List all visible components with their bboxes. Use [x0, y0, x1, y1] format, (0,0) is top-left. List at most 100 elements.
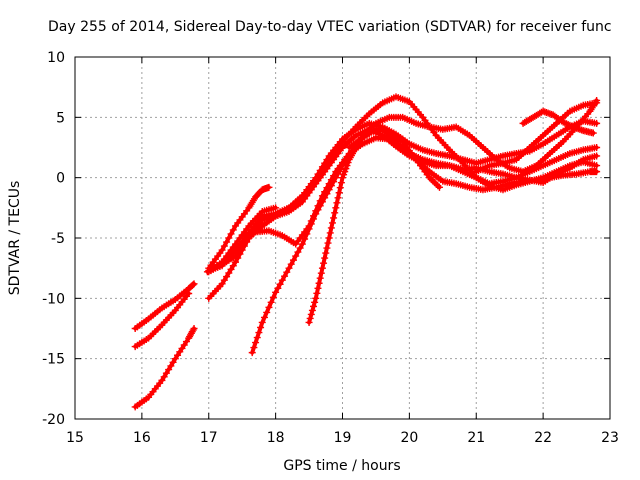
data-point [320, 259, 328, 267]
data-point [169, 358, 177, 366]
data-point [229, 262, 237, 270]
data-point [313, 289, 321, 297]
y-tick-label: -20 [42, 412, 65, 428]
data-point [330, 178, 338, 186]
grid-lines [75, 57, 610, 419]
data-point [321, 194, 329, 202]
data-point [325, 186, 333, 194]
data-point [318, 264, 326, 272]
data-point [274, 284, 282, 292]
data-point [225, 269, 233, 277]
data-point [316, 274, 324, 282]
data-point [283, 268, 291, 276]
data-point [227, 230, 235, 238]
series-track-10 [248, 125, 601, 357]
y-axis-label: SDTVAR / TECUs [7, 181, 23, 296]
series-band [206, 94, 599, 301]
data-point [250, 344, 258, 352]
data-point [238, 246, 246, 254]
data-point [312, 174, 320, 182]
data-point [314, 206, 322, 214]
data-point [328, 219, 336, 227]
data-point [327, 224, 335, 232]
data-point [322, 249, 330, 257]
data-point [336, 166, 344, 174]
data-point [321, 254, 329, 262]
data-point [323, 156, 331, 164]
series-track-3 [131, 325, 198, 411]
axes: 15 16 17 18 19 20 21 22 23 -20 -15 -10 -5 0 5 10 [42, 50, 619, 446]
y-tick-label: -5 [51, 231, 65, 247]
y-tick-label: -10 [42, 291, 65, 307]
data-point [589, 129, 597, 137]
x-tick-label: 18 [267, 430, 285, 446]
data-point [158, 376, 166, 384]
data-point [310, 302, 318, 310]
data-point [334, 194, 342, 202]
data-point [272, 204, 280, 212]
data-point [278, 276, 286, 284]
x-tick-label: 23 [601, 430, 619, 446]
y-tick-label: -15 [42, 352, 65, 368]
data-point [303, 230, 311, 238]
data-point [240, 242, 248, 250]
data-point [324, 239, 332, 247]
data-point [189, 281, 197, 289]
data-point [335, 189, 343, 197]
data-point [190, 325, 198, 332]
data-point [333, 199, 341, 207]
data-point [593, 119, 601, 127]
data-point [318, 198, 326, 206]
x-tick-label: 20 [400, 430, 418, 446]
x-axis-label: GPS time / hours [283, 458, 400, 474]
data-point [307, 220, 315, 228]
data-point [272, 288, 280, 296]
series-track-1 [131, 280, 198, 332]
data-point [593, 144, 601, 151]
data-point [225, 234, 233, 242]
data-point [218, 246, 226, 254]
data-point [326, 229, 334, 237]
data-point [265, 303, 273, 311]
series-track-9 [238, 134, 601, 248]
x-tick-label: 21 [467, 430, 485, 446]
y-tick-label: 5 [56, 110, 65, 126]
x-tick-label: 15 [66, 430, 84, 446]
y-tick-label: 10 [47, 50, 65, 66]
data-point [292, 252, 300, 260]
data-point [253, 334, 261, 342]
data-point [255, 329, 263, 337]
data-point [276, 280, 284, 288]
data-point [593, 152, 601, 160]
data-point [190, 280, 198, 288]
data-point [314, 284, 322, 292]
data-point [332, 174, 340, 182]
data-point [220, 242, 228, 250]
data-point [305, 225, 313, 233]
data-point [330, 214, 338, 222]
data-point [267, 298, 275, 306]
data-point [223, 273, 231, 281]
data-point [306, 314, 314, 322]
data-point [315, 279, 323, 287]
data-point [269, 293, 277, 301]
series-track-7 [205, 93, 601, 302]
data-point [310, 215, 318, 223]
series-track-12 [345, 125, 443, 191]
data-point [229, 226, 237, 234]
data-point [218, 280, 226, 288]
data-point [296, 244, 304, 252]
x-tick-label: 19 [334, 430, 352, 446]
data-point [220, 276, 228, 284]
data-point [334, 170, 342, 178]
data-point [435, 183, 443, 191]
data-point [236, 250, 244, 258]
plot-area [131, 93, 601, 411]
data-point [593, 162, 601, 170]
data-point [234, 254, 242, 262]
data-point [294, 248, 302, 256]
data-point [593, 168, 601, 176]
data-point [257, 323, 265, 331]
data-point [327, 182, 335, 190]
